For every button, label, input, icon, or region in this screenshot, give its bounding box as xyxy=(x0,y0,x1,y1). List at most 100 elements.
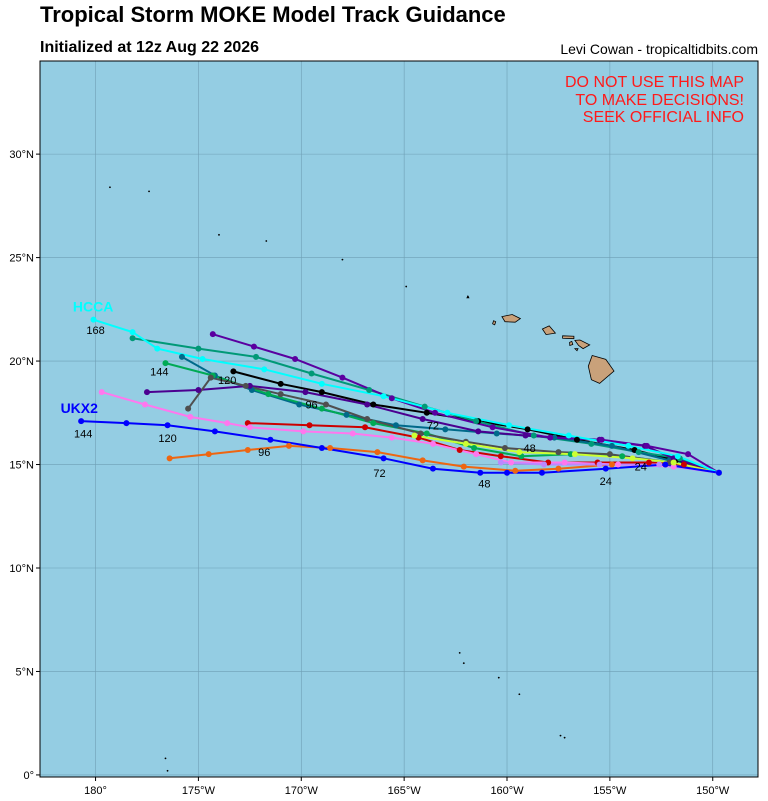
atoll xyxy=(563,736,566,739)
track-point xyxy=(524,426,531,433)
track-point xyxy=(501,444,508,451)
forecast-hour-label: 168 xyxy=(86,325,104,337)
track-point xyxy=(98,389,105,396)
track-point xyxy=(370,420,377,427)
track-point xyxy=(244,447,251,454)
model-labels: HCCA UKX2 xyxy=(61,298,114,415)
track-point xyxy=(129,335,136,342)
atoll xyxy=(218,233,220,236)
credit-text: Levi Cowan - tropicaltidbits.com xyxy=(560,41,758,57)
track-point xyxy=(444,409,451,416)
track-point xyxy=(423,409,430,416)
track-point xyxy=(411,432,418,439)
track-point xyxy=(602,465,609,472)
track-point xyxy=(205,451,212,458)
track-point xyxy=(261,366,268,373)
track-point xyxy=(349,430,356,437)
track-points xyxy=(78,316,722,476)
track-point xyxy=(185,405,192,412)
warning-box: DO NOT USE THIS MAP TO MAKE DECISIONS! S… xyxy=(565,74,744,126)
track-point xyxy=(645,459,652,466)
track-point xyxy=(195,387,202,394)
forecast-hour-label: 96 xyxy=(258,447,270,459)
lon-tick-label: 165°W xyxy=(388,785,422,797)
track-point xyxy=(670,459,677,466)
track-point xyxy=(606,451,613,458)
track-point xyxy=(364,401,371,408)
track-point xyxy=(635,449,642,456)
track-point xyxy=(419,416,426,422)
track-point xyxy=(656,461,663,468)
track-point xyxy=(246,424,253,431)
atoll xyxy=(559,734,562,737)
island xyxy=(562,335,575,340)
track-point xyxy=(211,428,218,435)
track-point xyxy=(322,401,329,408)
track-point xyxy=(224,420,231,427)
atoll xyxy=(462,662,465,665)
track-point xyxy=(339,374,346,381)
track-point xyxy=(625,442,632,449)
track-point xyxy=(643,442,650,449)
track-point xyxy=(551,434,558,441)
track-point xyxy=(164,422,171,429)
lon-tick-label: 170°W xyxy=(285,785,319,797)
track-point xyxy=(506,422,513,429)
lon-tick-label: 155°W xyxy=(593,785,627,797)
track-point xyxy=(460,463,467,470)
track-point xyxy=(374,449,381,456)
lat-tick-label: 0° xyxy=(23,770,34,782)
track-point xyxy=(493,430,500,437)
atoll xyxy=(341,258,344,261)
lat-tick-label: 5°N xyxy=(16,666,35,678)
track-point xyxy=(318,380,325,387)
forecast-hour-label: 120 xyxy=(218,375,236,387)
track-point xyxy=(250,343,257,350)
track-point xyxy=(598,436,605,443)
track-point xyxy=(565,432,572,439)
track-point xyxy=(680,461,687,468)
track-point xyxy=(547,434,554,441)
track-point xyxy=(129,329,136,336)
island xyxy=(573,348,579,352)
track-point xyxy=(429,465,436,472)
forecast-hour-label: 48 xyxy=(478,478,490,490)
track-point xyxy=(419,457,426,464)
track-point xyxy=(364,416,371,422)
track-point xyxy=(246,382,253,389)
forecast-hour-label: 24 xyxy=(600,476,612,488)
track-point xyxy=(265,391,272,398)
track-point xyxy=(674,453,681,460)
track-point xyxy=(277,380,284,387)
forecast-hour-label: 48 xyxy=(524,443,536,455)
forecast-hour-label: 96 xyxy=(305,400,317,412)
forecast-hour-labels: 168 144 120 96 72 48 24 144 120 96 72 48 24 xyxy=(74,325,647,490)
track-point xyxy=(199,355,206,362)
track-point xyxy=(187,413,194,420)
track-point xyxy=(473,451,480,458)
track-point xyxy=(162,360,169,367)
warning-line-3: SEEK OFFICIAL INFO xyxy=(583,109,744,126)
track-point xyxy=(588,440,595,447)
track-point xyxy=(141,401,148,408)
lon-tick-label: 175°W xyxy=(182,785,216,797)
atoll xyxy=(518,693,521,696)
atoll xyxy=(265,240,268,242)
track-point xyxy=(475,428,482,435)
track-point xyxy=(143,389,150,396)
forecast-hour-label: 72 xyxy=(373,468,385,480)
track-point xyxy=(462,440,469,447)
atoll xyxy=(164,757,167,760)
forecast-hour-label: 72 xyxy=(427,420,439,432)
track-point xyxy=(285,442,292,449)
track-point xyxy=(477,469,484,476)
track-point xyxy=(567,451,574,458)
track-point xyxy=(421,403,428,410)
track-line xyxy=(81,420,720,474)
lat-tick-label: 10°N xyxy=(9,563,34,575)
page-title: Tropical Storm MOKE Model Track Guidance xyxy=(40,2,506,27)
track-point xyxy=(608,442,615,449)
track-point xyxy=(178,353,185,360)
lon-tick-label: 150°W xyxy=(696,785,730,797)
